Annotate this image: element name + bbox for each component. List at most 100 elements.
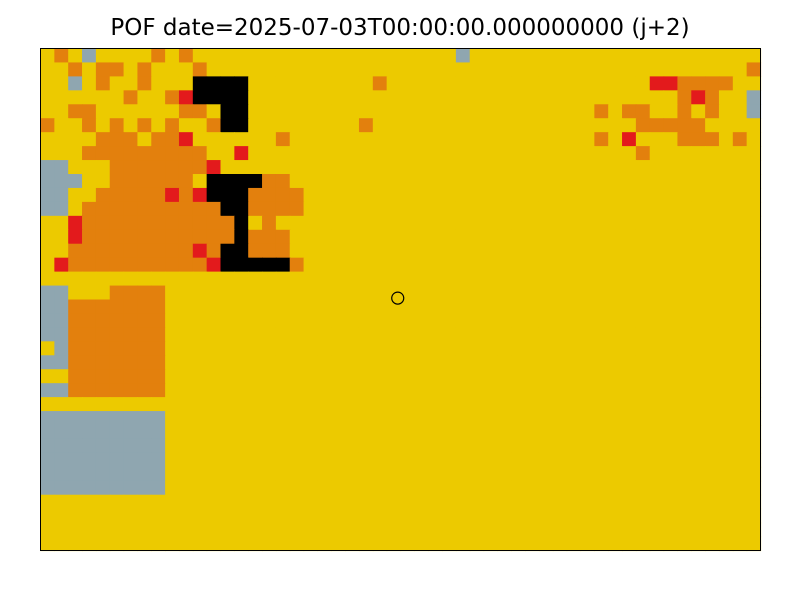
heatmap-cell	[151, 536, 166, 552]
heatmap-cell	[649, 369, 665, 384]
heatmap-cell	[331, 62, 346, 77]
heatmap-cell	[483, 313, 499, 328]
heatmap-cell	[165, 494, 180, 510]
heatmap-cell	[151, 271, 166, 287]
heatmap-cell	[511, 355, 526, 370]
heatmap-cell	[649, 174, 665, 189]
heatmap-cell	[206, 160, 222, 175]
heatmap-cell	[538, 341, 554, 356]
heatmap-cell	[345, 118, 360, 133]
heatmap-cell	[746, 536, 762, 552]
heatmap-cell	[372, 536, 388, 552]
heatmap-cell	[538, 494, 554, 510]
heatmap-cell	[622, 271, 637, 287]
heatmap-cell	[345, 355, 360, 370]
heatmap-cell	[40, 536, 55, 552]
heatmap-cell	[414, 146, 429, 161]
heatmap-cell	[165, 146, 180, 161]
heatmap-cell	[525, 62, 540, 77]
heatmap-cell	[275, 466, 291, 482]
heatmap-cell	[622, 160, 637, 175]
heatmap-cell	[497, 201, 512, 217]
heatmap-cell	[358, 257, 374, 273]
heatmap-cell	[580, 452, 595, 468]
heatmap-cell	[428, 215, 443, 231]
heatmap-cell	[511, 257, 526, 273]
heatmap-cell	[414, 452, 429, 468]
heatmap-cell	[109, 508, 125, 524]
heatmap-cell	[566, 494, 582, 510]
heatmap-cell	[442, 48, 457, 64]
heatmap-cell	[345, 48, 360, 64]
heatmap-cell	[68, 397, 83, 412]
heatmap-cell	[635, 411, 651, 426]
heatmap-cell	[95, 146, 111, 161]
heatmap-cell	[497, 313, 512, 328]
heatmap-cell	[455, 299, 471, 315]
heatmap-cell	[95, 48, 111, 64]
heatmap-cell	[511, 118, 526, 133]
heatmap-cell	[663, 522, 679, 538]
heatmap-cell	[525, 215, 540, 231]
heatmap-cell	[206, 76, 222, 91]
heatmap-cell	[469, 132, 485, 147]
heatmap-cell	[372, 257, 388, 273]
heatmap-cell	[317, 522, 332, 538]
heatmap-cell	[414, 160, 429, 175]
heatmap-cell	[677, 397, 692, 412]
heatmap-cell	[165, 397, 180, 412]
heatmap-cell	[511, 536, 526, 552]
heatmap-cell	[386, 48, 402, 64]
heatmap-cell	[580, 369, 595, 384]
heatmap-cell	[303, 201, 319, 217]
heatmap-cell	[275, 118, 291, 133]
heatmap-cell	[275, 187, 291, 203]
heatmap-cell	[483, 480, 499, 496]
heatmap-cell	[635, 466, 651, 482]
heatmap-cell	[552, 327, 568, 342]
heatmap-cell	[275, 146, 291, 161]
heatmap-cell	[220, 411, 235, 426]
heatmap-cell	[608, 327, 623, 342]
heatmap-cell	[455, 48, 471, 64]
heatmap-cell	[483, 299, 499, 315]
heatmap-cell	[483, 174, 499, 189]
heatmap-cell	[732, 285, 748, 301]
heatmap-cell	[386, 508, 402, 524]
heatmap-cell	[220, 215, 235, 231]
heatmap-cell	[289, 215, 305, 231]
heatmap-cell	[206, 201, 222, 217]
heatmap-cell	[580, 299, 595, 315]
heatmap-cell	[345, 452, 360, 468]
heatmap-cell	[178, 425, 194, 440]
heatmap-cell	[40, 104, 55, 119]
heatmap-cell	[622, 355, 637, 370]
heatmap-cell	[303, 397, 319, 412]
heatmap-cell	[594, 355, 609, 370]
heatmap-cell	[608, 104, 623, 119]
heatmap-cell	[525, 480, 540, 496]
heatmap-cell	[109, 438, 125, 454]
heatmap-cell	[317, 411, 332, 426]
heatmap-cell	[746, 411, 762, 426]
heatmap-cell	[566, 62, 582, 77]
heatmap-cell	[289, 369, 305, 384]
heatmap-cell	[705, 452, 720, 468]
heatmap-cell	[622, 299, 637, 315]
heatmap-cell	[345, 508, 360, 524]
heatmap-cell	[622, 243, 637, 259]
heatmap-cell	[68, 146, 83, 161]
heatmap-cell	[400, 299, 415, 315]
heatmap-cell	[705, 438, 720, 454]
heatmap-cell	[483, 160, 499, 175]
heatmap-cell	[497, 243, 512, 259]
heatmap-cell	[469, 494, 485, 510]
heatmap-cell	[54, 411, 69, 426]
heatmap-cell	[68, 425, 83, 440]
heatmap-cell	[109, 480, 125, 496]
heatmap-cell	[483, 341, 499, 356]
heatmap-cell	[635, 146, 651, 161]
heatmap-cell	[220, 438, 235, 454]
heatmap-cell	[206, 536, 222, 552]
heatmap-cell	[428, 62, 443, 77]
